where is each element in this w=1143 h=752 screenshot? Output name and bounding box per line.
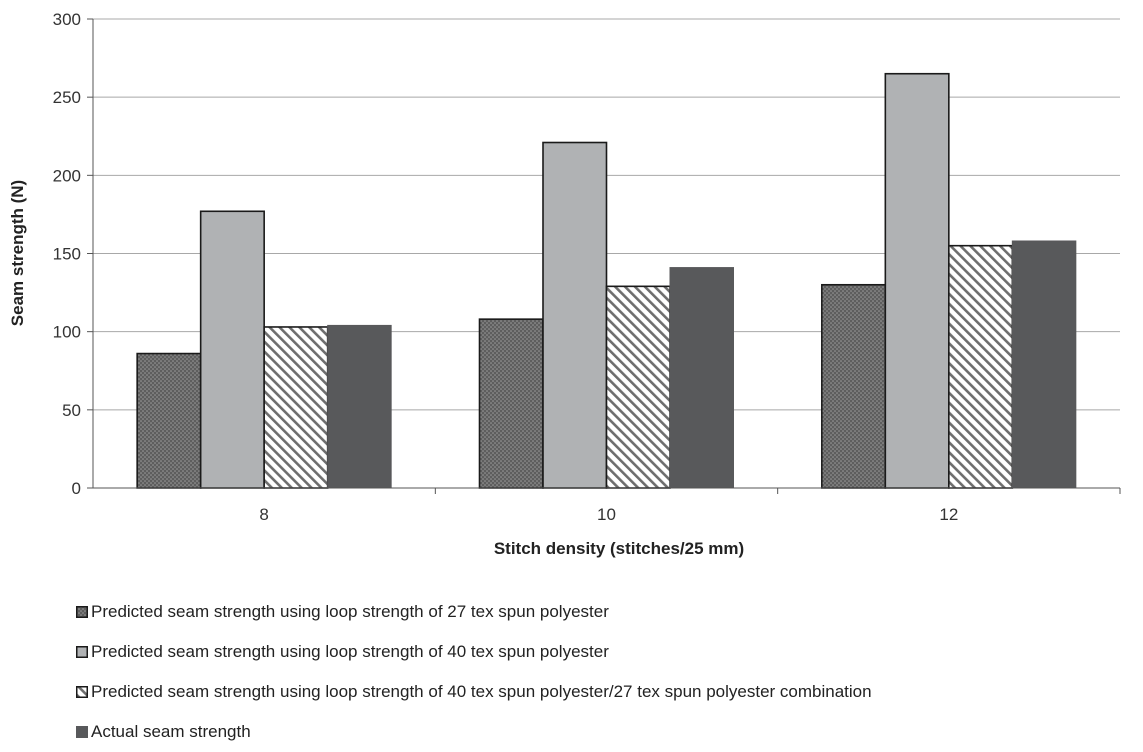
bar-series-4-cat-8 (327, 324, 392, 489)
bar-series-3-cat-10 (605, 285, 671, 489)
bar-series-1-cat-8 (136, 352, 202, 489)
y-tick-label: 0 (72, 479, 81, 498)
y-tick-label: 200 (53, 166, 81, 185)
y-tick-label: 150 (53, 245, 81, 264)
legend-item: Predicted seam strength using loop stren… (76, 672, 872, 712)
bar-series-4-cat-10 (669, 267, 734, 489)
y-tick-label: 100 (53, 323, 81, 342)
legend-swatch (76, 726, 88, 738)
x-tick-label: 12 (939, 505, 958, 524)
bar-series-2-cat-8 (199, 210, 265, 489)
legend-swatch (76, 686, 88, 698)
x-axis-title: Stitch density (stitches/25 mm) (494, 539, 744, 558)
legend-label: Predicted seam strength using loop stren… (91, 642, 609, 661)
legend-item: Actual seam strength (76, 712, 872, 752)
legend-item: Predicted seam strength using loop stren… (76, 592, 872, 632)
legend-swatch (76, 606, 88, 618)
legend-label: Predicted seam strength using loop stren… (91, 682, 872, 701)
y-tick-label: 50 (62, 401, 81, 420)
bars (136, 72, 1077, 489)
x-tick-label: 10 (597, 505, 616, 524)
legend-label: Actual seam strength (91, 722, 251, 741)
y-tick-label: 300 (53, 10, 81, 29)
legend-swatch (76, 646, 88, 658)
legend: Predicted seam strength using loop stren… (76, 592, 872, 752)
bar-chart: 0 50 100 150 200 250 300 8 10 12 Stitch density (… (8, 10, 1121, 558)
bar-series-2-cat-12 (884, 72, 950, 489)
legend-item: Predicted seam strength using loop stren… (76, 632, 872, 672)
bar-series-3-cat-8 (263, 326, 329, 489)
bar-series-1-cat-10 (478, 318, 544, 489)
bar-series-1-cat-12 (821, 283, 887, 489)
y-tick-label: 250 (53, 88, 81, 107)
legend-label: Predicted seam strength using loop stren… (91, 602, 609, 621)
bar-series-2-cat-10 (542, 141, 608, 489)
x-tick-label: 8 (259, 505, 268, 524)
axes: 0 50 100 150 200 250 300 8 10 12 (53, 10, 1121, 524)
bar-series-4-cat-12 (1011, 240, 1077, 489)
y-axis-title: Seam strength (N) (8, 180, 27, 326)
bar-series-3-cat-12 (948, 244, 1014, 489)
